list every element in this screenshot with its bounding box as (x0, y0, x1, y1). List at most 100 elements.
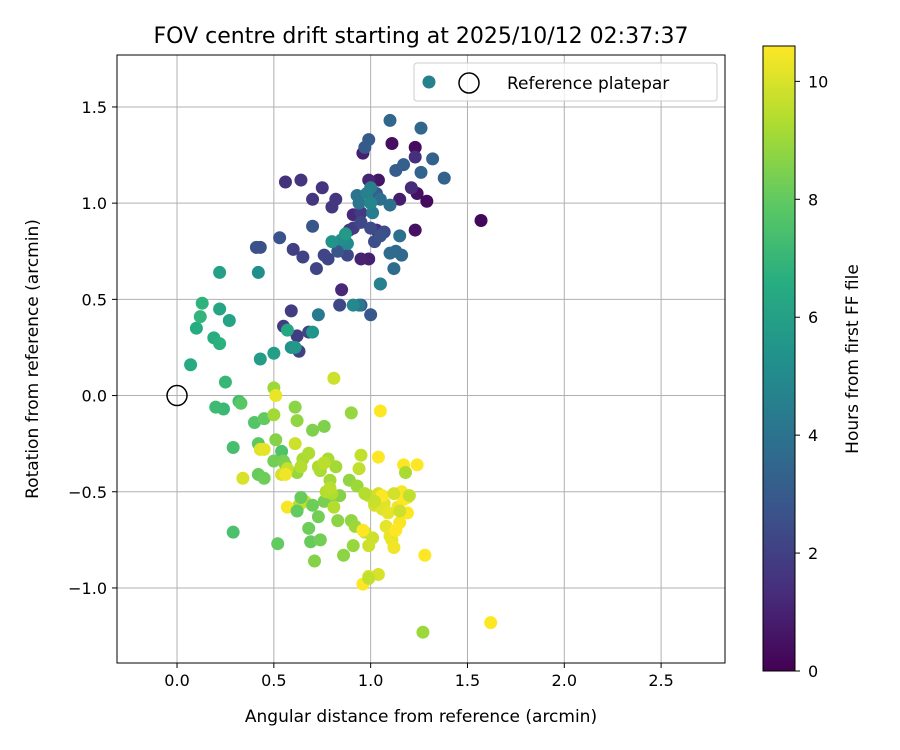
data-point (387, 262, 401, 276)
data-point (311, 510, 325, 524)
data-point (288, 340, 302, 354)
data-point (253, 240, 267, 254)
data-point (315, 181, 329, 195)
colorbar-tick-label: 0 (808, 662, 818, 681)
data-point (226, 525, 240, 539)
data-point (371, 450, 385, 464)
data-point (226, 441, 240, 455)
data-point (381, 506, 395, 520)
data-point (364, 308, 378, 322)
data-point (389, 523, 403, 537)
data-point (273, 231, 287, 245)
plot-frame (116, 54, 726, 664)
colorbar-ticks: 0 2 4 6 8 10 (795, 72, 828, 681)
data-point (344, 406, 358, 420)
data-point (306, 423, 320, 437)
colorbar-tick-label: 10 (808, 72, 828, 91)
data-point (366, 531, 380, 545)
data-point (284, 304, 298, 318)
data-point (290, 329, 304, 343)
colorbar (762, 45, 796, 672)
data-point (373, 229, 387, 243)
data-point (294, 173, 308, 187)
data-point (286, 242, 300, 256)
data-point (321, 252, 335, 266)
data-point (251, 265, 265, 279)
data-point (267, 454, 281, 468)
data-point (346, 298, 360, 312)
grid-lines (117, 55, 725, 663)
data-point (408, 223, 422, 237)
y-tick-label: 1.5 (82, 98, 107, 117)
data-point (269, 433, 283, 447)
y-tick-label: 0.5 (82, 290, 107, 309)
data-point (267, 408, 281, 422)
data-point (306, 192, 320, 206)
y-tick-label: 1.0 (82, 194, 107, 213)
colorbar-label: Hours from first FF file (843, 264, 863, 454)
data-point (399, 466, 413, 480)
data-point (385, 137, 399, 151)
x-axis-label: Angular distance from reference (arcmin) (245, 707, 597, 727)
data-point (331, 244, 345, 258)
data-point (354, 215, 368, 229)
data-point (311, 308, 325, 322)
x-tick-label: 0.0 (164, 671, 189, 690)
data-point (195, 296, 209, 310)
data-point (325, 235, 339, 249)
data-point (306, 325, 320, 339)
legend-box (413, 62, 718, 102)
data-point (306, 498, 320, 512)
data-point (437, 171, 451, 185)
data-point (354, 206, 368, 220)
data-point (337, 548, 351, 562)
data-point (354, 448, 368, 462)
data-point (364, 196, 378, 210)
data-point (213, 265, 227, 279)
x-tick-label: 2.0 (552, 671, 577, 690)
data-point (269, 389, 283, 403)
data-point (280, 323, 294, 337)
data-point (213, 302, 227, 316)
data-point (275, 444, 289, 458)
data-point (278, 467, 292, 481)
data-point (387, 487, 401, 501)
data-point (309, 262, 323, 276)
y-tick-label: −1.0 (68, 579, 107, 598)
data-point (397, 158, 411, 172)
data-point (362, 571, 376, 585)
data-point (352, 196, 366, 210)
data-point (257, 442, 271, 456)
data-point (383, 198, 397, 212)
x-axis-ticks: 0.0 0.5 1.0 1.5 2.0 2.5 (164, 663, 674, 690)
data-point (414, 121, 428, 135)
data-point (402, 489, 416, 503)
data-point (184, 358, 198, 372)
data-point (352, 462, 366, 476)
data-point (327, 371, 341, 385)
data-point (362, 133, 376, 147)
data-point (290, 414, 304, 428)
data-point (317, 419, 331, 433)
y-axis-label: Rotation from reference (arcmin) (23, 219, 43, 499)
data-point (271, 537, 285, 551)
data-point (395, 248, 409, 262)
data-point (302, 521, 316, 535)
colorbar-tick-label: 8 (808, 190, 818, 209)
data-point (278, 175, 292, 189)
data-point (373, 404, 387, 418)
legend-label-reference: Reference platepar (507, 74, 669, 94)
data-point (304, 535, 318, 549)
data-point (404, 181, 418, 195)
data-point (236, 471, 250, 485)
data-point (313, 533, 327, 547)
legend-marker-reference (458, 72, 480, 94)
data-point (356, 523, 370, 537)
y-tick-label: 0.0 (82, 387, 107, 406)
data-point (306, 219, 320, 233)
data-point (416, 625, 430, 639)
data-point (393, 192, 407, 206)
data-point (213, 337, 227, 351)
y-tick-label: −0.5 (68, 483, 107, 502)
